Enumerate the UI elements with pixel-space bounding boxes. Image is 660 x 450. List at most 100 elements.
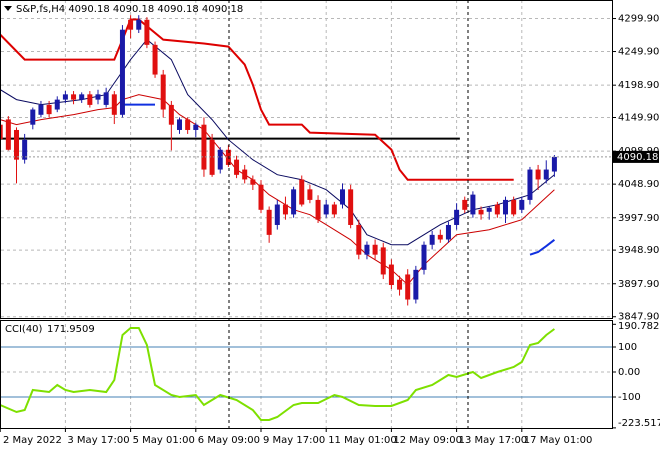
x-tick-label: 3 May 17:00 (67, 435, 129, 446)
candle-body (503, 199, 508, 215)
candle-body (234, 159, 240, 175)
candle-body (429, 234, 435, 245)
y-tick-label: 4198.90 (618, 80, 659, 91)
candle-body (348, 189, 354, 225)
candle-body (340, 189, 345, 205)
candle-body (5, 119, 11, 150)
candle-body (323, 204, 329, 215)
candle-body (79, 94, 85, 100)
candle-body (250, 179, 256, 185)
x-tick-label: 17 May 01:00 (524, 435, 593, 446)
candle-body (225, 149, 231, 165)
candle-body (299, 179, 305, 205)
candle-body (543, 169, 549, 180)
candle-body (388, 264, 394, 286)
candle-body (119, 29, 125, 115)
candle-body (160, 74, 166, 110)
indicator-line (0, 94, 555, 286)
candle-body (315, 199, 321, 220)
candle-body (103, 92, 109, 105)
y-tick-label: 4048.90 (618, 179, 659, 190)
candle-body (397, 279, 403, 290)
x-tick-label: 13 May 17:00 (459, 435, 528, 446)
candle-body (331, 204, 337, 215)
candle-body (372, 244, 378, 255)
candle-body (128, 19, 134, 30)
y-tick-label: 190.7828 (618, 321, 660, 332)
candle-body (87, 94, 93, 105)
candle-body (62, 94, 68, 100)
candle-body (136, 19, 142, 30)
candle-body (95, 94, 101, 100)
last-price-label: 4090.18 (617, 152, 658, 163)
candle-body (274, 204, 280, 225)
candle-body (307, 189, 313, 200)
candle-body (413, 269, 419, 300)
y-tick-label: 4249.90 (618, 47, 659, 58)
candle-body (291, 189, 297, 215)
candle-body (0, 124, 3, 140)
indicator-line (0, 38, 555, 246)
candle-body (535, 169, 541, 180)
x-tick-label: 12 May 09:00 (393, 435, 462, 446)
menu-triangle[interactable] (4, 6, 12, 11)
y-tick-label: -223.5174 (618, 418, 660, 429)
y-tick-label: 4149.90 (618, 113, 659, 124)
candle-body (46, 104, 52, 115)
y-tick-label: 3847.90 (618, 312, 659, 323)
candle-body (405, 274, 411, 300)
candle-body (462, 199, 468, 210)
cci-title: CCI(40) (5, 324, 43, 335)
cci-value: 171.9509 (47, 324, 95, 335)
y-tick-label: 4299.90 (618, 14, 659, 25)
candle-body (30, 109, 36, 125)
candle-body (144, 19, 150, 45)
x-tick-label: 2 May 2022 (3, 435, 62, 446)
candle-body (177, 119, 182, 130)
candle-body (445, 224, 451, 240)
cci-line (0, 327, 555, 421)
candle-body (152, 44, 158, 75)
candle-body (478, 209, 484, 215)
candle-body (242, 169, 248, 180)
candle-body (470, 194, 476, 215)
candle-body (282, 204, 288, 215)
x-tick-label: 5 May 01:00 (133, 435, 195, 446)
y-tick-label: 100 (618, 342, 637, 353)
x-tick-label: 6 May 09:00 (198, 435, 260, 446)
candle-body (201, 124, 207, 170)
candle-body (266, 209, 272, 235)
candle-body (486, 207, 492, 212)
candle-body (14, 129, 19, 160)
y-tick-label: 3997.90 (618, 213, 659, 224)
candle-body (258, 184, 264, 210)
candle-body (437, 234, 443, 240)
candle-body (527, 169, 533, 200)
candle-body (111, 94, 117, 115)
y-tick-label: -100 (618, 392, 641, 403)
candle-body (168, 104, 174, 125)
candle-body (22, 139, 28, 160)
candle-body (454, 209, 460, 225)
candle-body (364, 244, 370, 255)
candle-body (71, 94, 77, 100)
candle-body (519, 199, 525, 210)
candle-body (494, 204, 500, 215)
candle-body (551, 156, 557, 172)
y-tick-label: 3897.90 (618, 279, 659, 290)
candle-body (511, 199, 517, 215)
y-tick-label: 3948.90 (618, 245, 659, 256)
last-price-box (613, 150, 659, 163)
x-tick-label: 11 May 01:00 (328, 435, 397, 446)
candle-body (54, 99, 60, 110)
y-tick-label: 0.00 (618, 367, 640, 378)
chart-title: S&P,fs,H4 4090.18 4090.18 4090.18 4090.1… (16, 4, 243, 15)
candle-body (209, 139, 215, 175)
candle-body (356, 224, 362, 255)
candle-body (193, 124, 199, 130)
candle-body (185, 119, 191, 130)
main-frame (0, 0, 613, 319)
